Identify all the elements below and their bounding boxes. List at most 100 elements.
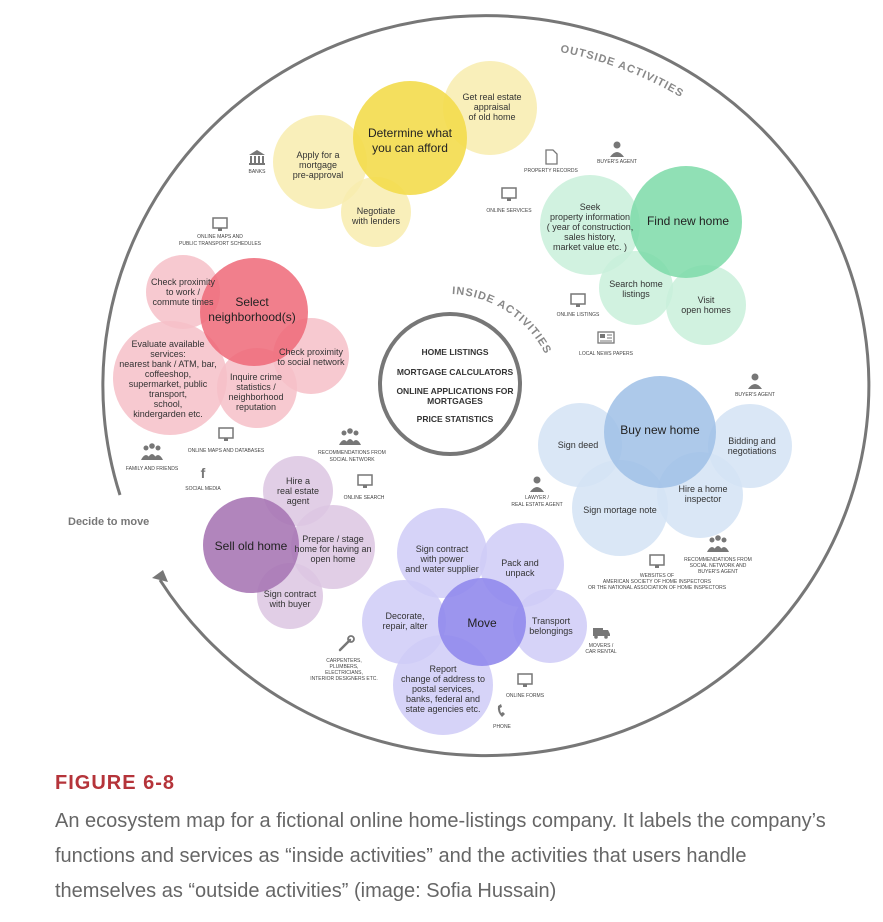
monitor-icon <box>517 673 533 687</box>
bubble-inquire-crime <box>217 348 297 428</box>
text-prepare-home: Prepare / stage home for having an open ho… <box>294 534 371 564</box>
bubble-visit-open-homes <box>666 265 746 345</box>
document-icon <box>545 149 558 165</box>
cluster-buy: Sign deed Bidding and negotiations Hire a… <box>538 376 792 556</box>
wrench-icon <box>338 635 355 652</box>
label-online-services: ONLINE SERVICES <box>486 208 532 214</box>
facebook-icon: f <box>201 465 206 481</box>
label-websites: WEBSITES OF AMERICAN SOCIETY OF HOME INSP… <box>588 573 727 591</box>
inside-item-price-statistics: PRICE STATISTICS <box>417 414 494 424</box>
text-evaluate-services: Evaluate available services: nearest bank … <box>119 339 216 419</box>
bubble-prepare-home <box>291 505 375 589</box>
inside-item-home-listings: HOME LISTINGS <box>421 347 488 357</box>
group-icon <box>707 535 729 552</box>
group-icon <box>141 443 163 460</box>
text-check-social: Check proximity to social network <box>277 347 345 367</box>
bank-icon <box>249 150 265 165</box>
bubble-transport <box>513 589 587 663</box>
monitor-icon <box>501 187 517 201</box>
label-banks: BANKS <box>249 169 267 175</box>
text-seek-info: Seek property information( year of constr… <box>547 202 634 252</box>
text-hire-agent: Hire a real estate agent <box>277 476 319 506</box>
label-lawyer: LAWYER / REAL ESTATE AGENT <box>511 495 562 508</box>
bubble-apply-mortgage <box>273 115 367 209</box>
monitor-icon <box>570 293 586 307</box>
inside-circle <box>378 312 522 456</box>
newspaper-icon <box>597 331 615 344</box>
text-hire-inspector: Hire a home inspector <box>678 484 727 504</box>
text-search-listings: Search home listings <box>609 279 663 299</box>
text-select-neighborhood: Select neighborhood(s) <box>208 295 295 324</box>
text-visit-open-homes: Visit open homes <box>681 295 731 315</box>
person-icon <box>610 141 624 157</box>
text-decorate: Decorate, repair, alter <box>382 611 427 631</box>
text-apply-mortgage: Apply for a mortgage pre-approval <box>293 150 344 180</box>
text-inquire-crime: Inquire crime statistics / neighborhood rep… <box>228 372 283 412</box>
figure-caption: An ecosystem map for a fictional online … <box>55 810 826 902</box>
group-icon <box>339 428 361 445</box>
monitor-icon <box>357 474 373 488</box>
label-online-maps-db: ONLINE MAPS AND DATABASES <box>188 448 265 454</box>
cluster-move: Sign contract with power and water supplie… <box>362 508 587 735</box>
phone-icon <box>497 704 505 717</box>
monitor-icon <box>212 217 228 231</box>
monitor-icon <box>649 554 665 568</box>
monitor-icon <box>218 427 234 441</box>
outside-activities-label: OUTSIDE ACTIVITIES <box>559 43 685 100</box>
bubble-negotiate-lenders <box>341 177 411 247</box>
inside-item-online-applications: ONLINE APPLICATIONS FOR <box>396 386 513 396</box>
figure-title: FIGURE 6-8 <box>55 772 176 794</box>
outer-ring-arrow <box>152 570 168 582</box>
label-social-media: SOCIAL MEDIA <box>185 486 221 492</box>
text-sign-mortgage: Sign mortage note <box>583 505 657 515</box>
cluster-sell: Hire a real estate agent Prepare / stage ho… <box>203 456 375 629</box>
label-online-maps: ONLINE MAPS AND PUBLIC TRANSPORT SCHEDULE… <box>179 234 262 247</box>
text-check-commute: Check proximity to work / commute times <box>151 277 216 307</box>
label-online-search: ONLINE SEARCH <box>344 495 385 501</box>
bubble-sell-old-home <box>203 497 299 593</box>
cluster-neighborhood: Check proximity to work / commute times Ev… <box>113 255 349 435</box>
label-online-forms: ONLINE FORMS <box>506 693 545 699</box>
text-negotiate-lenders: Negotiate with lenders <box>351 206 401 226</box>
bubble-seek-info <box>540 175 640 275</box>
label-buyers-agent-2: BUYER'S AGENT <box>735 392 775 398</box>
label-local-news: LOCAL NEWS PAPERS <box>579 351 634 357</box>
inside-item-mortgages: MORTGAGES <box>427 396 483 406</box>
label-online-listings: ONLINE LISTINGS <box>557 312 600 318</box>
bubble-select-neighborhood <box>200 258 308 366</box>
cluster-find: Seek property information( year of constr… <box>540 166 746 345</box>
text-find-new-home: Find new home <box>647 214 729 228</box>
bubble-search-listings <box>599 251 673 325</box>
label-carpenters: CARPENTERS, PLUMBERS, ELECTRICIANS, INTERIO… <box>310 658 378 682</box>
text-transport: Transport belongings <box>529 616 573 636</box>
decide-to-move-label: Decide to move <box>68 516 149 528</box>
bubble-buy-new-home <box>604 376 716 488</box>
label-buyers-agent-1: BUYER'S AGENT <box>597 159 637 165</box>
inside-item-mortgage-calculators: MORTGAGE CALCULATORS <box>397 367 514 377</box>
bubble-find-new-home <box>630 166 742 278</box>
text-sign-deed: Sign deed <box>558 440 599 450</box>
text-determine-afford: Determine what you can afford <box>368 126 453 155</box>
bubble-move <box>438 578 526 666</box>
inside-activities-label: INSIDE ACTIVITIES <box>452 285 554 356</box>
label-phone: PHONE <box>493 724 511 730</box>
label-property-records: PROPERTY RECORDS <box>524 168 578 174</box>
ecosystem-map: Decide to move OUTSIDE ACTIVITIES INSIDE… <box>68 14 871 758</box>
label-family: FAMILY AND FRIENDS <box>126 466 179 472</box>
text-get-appraisal: Get real estate appraisal of old home <box>462 92 521 122</box>
person-icon <box>748 373 762 389</box>
text-sell-old-home: Sell old home <box>215 539 288 553</box>
text-buy-new-home: Buy new home <box>620 423 700 437</box>
bubble-determine-afford <box>353 81 467 195</box>
text-bidding: Bidding and negotiations <box>728 436 777 456</box>
label-recommendations-social: RECOMMENDATIONS FROM SOCIAL NETWORK <box>318 450 386 463</box>
text-sign-contract-buyer: Sign contract with buyer <box>264 589 317 609</box>
text-move: Move <box>467 616 497 630</box>
text-pack: Pack and unpack <box>501 558 539 578</box>
person-icon <box>530 476 544 492</box>
svg-text:f: f <box>201 465 206 481</box>
bubble-evaluate-services <box>113 321 227 435</box>
text-report-address: Report change of address to postal service… <box>401 664 485 714</box>
text-sign-power: Sign contract with power and water supplie… <box>405 544 479 574</box>
label-recommendations-buyer: RECOMMENDATIONS FROM SOCIAL NETWORK AND BU… <box>684 557 752 575</box>
